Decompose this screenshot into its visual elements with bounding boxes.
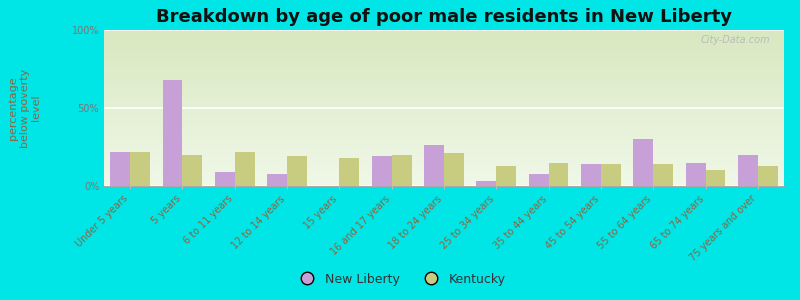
- Bar: [267, 173, 287, 186]
- Bar: [634, 139, 654, 186]
- Bar: [392, 155, 411, 186]
- Bar: [529, 173, 549, 186]
- Bar: [110, 152, 130, 186]
- Bar: [738, 155, 758, 186]
- Bar: [601, 164, 621, 186]
- Bar: [162, 80, 182, 186]
- Bar: [215, 172, 234, 186]
- Bar: [287, 156, 307, 186]
- Bar: [496, 166, 516, 186]
- Title: Breakdown by age of poor male residents in New Liberty: Breakdown by age of poor male residents …: [156, 8, 732, 26]
- Bar: [234, 152, 254, 186]
- Bar: [758, 166, 778, 186]
- Bar: [706, 170, 726, 186]
- Bar: [372, 156, 392, 186]
- Bar: [549, 163, 569, 186]
- Bar: [339, 158, 359, 186]
- Legend: New Liberty, Kentucky: New Liberty, Kentucky: [290, 268, 510, 291]
- Bar: [654, 164, 673, 186]
- Bar: [686, 163, 706, 186]
- Bar: [424, 146, 444, 186]
- Bar: [182, 155, 202, 186]
- Text: percentage
below poverty
level: percentage below poverty level: [8, 68, 42, 148]
- Bar: [581, 164, 601, 186]
- Bar: [130, 152, 150, 186]
- Bar: [477, 181, 496, 186]
- Bar: [444, 153, 464, 186]
- Text: City-Data.com: City-Data.com: [701, 35, 770, 45]
